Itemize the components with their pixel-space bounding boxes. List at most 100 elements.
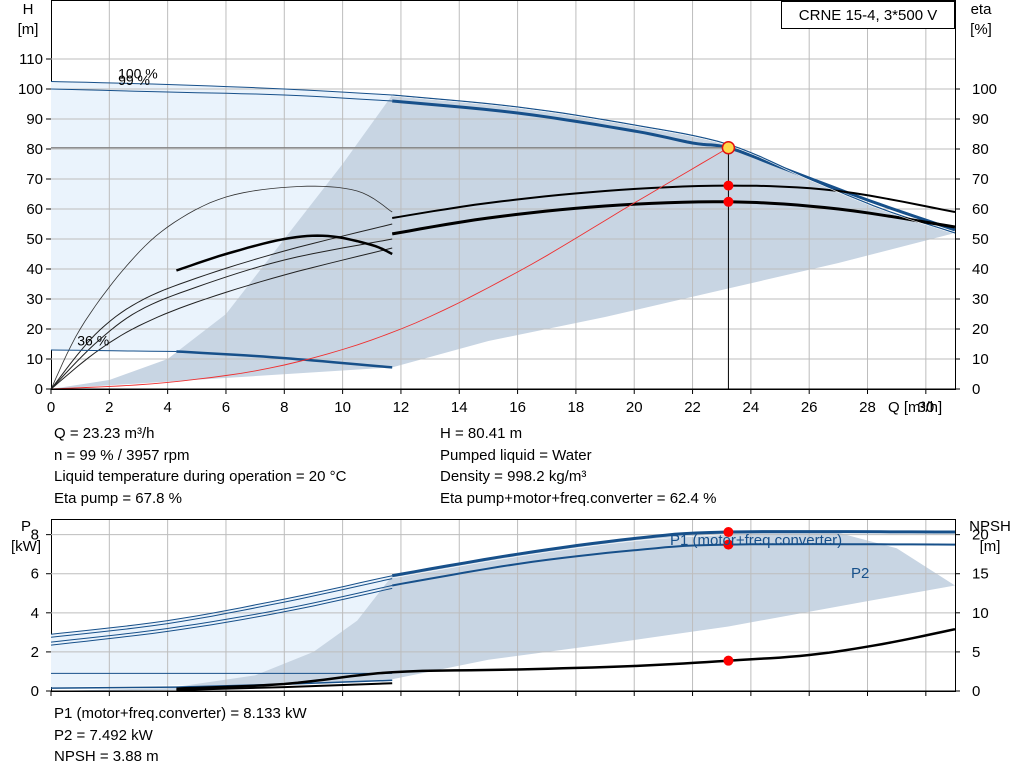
p1-left-curve-2 <box>50 578 393 638</box>
p1-left-curve <box>50 575 393 635</box>
info-p2: P2 = 7.492 kW <box>54 726 153 744</box>
upper-left-axis-unit: [m] <box>18 21 39 38</box>
label-36-percent: 36 % <box>77 333 109 349</box>
eta-total-point <box>723 196 734 207</box>
lower-right-axis-unit: [m] <box>980 538 1001 555</box>
eta-pump-point <box>723 180 734 191</box>
upper-left-tick-label: 50 <box>26 231 43 248</box>
upper-left-tick-label: 20 <box>26 321 43 338</box>
x-tick-label: 16 <box>509 399 526 416</box>
x-tick-label: 24 <box>743 399 760 416</box>
info-q: Q = 23.23 m³/h <box>54 425 155 442</box>
label-99-percent: 99 % <box>118 72 150 88</box>
npsh-low-speed-curve <box>176 682 393 691</box>
x-tick-label: 14 <box>451 399 468 416</box>
info-p1: P1 (motor+freq.converter) = 8.133 kW <box>54 705 307 722</box>
upper-right-tick-label: 80 <box>972 141 989 158</box>
upper-right-tick-label: 40 <box>972 261 989 278</box>
x-tick-label: 4 <box>163 399 171 416</box>
eta-pump-curve <box>392 184 956 219</box>
upper-left-axis-label: H <box>23 1 34 18</box>
upper-left-tick-label: 100 <box>18 81 43 98</box>
p2-series-label: P2 <box>851 565 869 582</box>
npsh-point <box>723 655 734 666</box>
lower-right-tick-label: 0 <box>972 683 980 700</box>
p2-left-curve <box>50 585 393 643</box>
power-operating-area <box>51 532 955 691</box>
lower-left-tick-label: 0 <box>31 683 39 700</box>
upper-right-axis-label: eta <box>971 1 993 18</box>
operating-point <box>721 141 736 155</box>
info-n: n = 99 % / 3957 rpm <box>54 446 190 464</box>
head-curve-36 <box>176 350 393 369</box>
upper-right-tick-label: 0 <box>972 381 980 398</box>
lower-left-axis-unit: [kW] <box>11 538 41 555</box>
upper-left-tick-label: 30 <box>26 291 43 308</box>
head-curve-99 <box>392 99 956 232</box>
lower-left-axis-label: P <box>21 518 31 535</box>
p2-curve <box>392 543 956 587</box>
head-99-left-curve <box>50 88 393 102</box>
x-tick-label: 8 <box>280 399 288 416</box>
eta-total-curve <box>391 200 956 236</box>
label-100-percent: 100 % <box>118 66 158 82</box>
system-curve <box>50 147 729 390</box>
lower-left-tick-label: 2 <box>31 644 39 661</box>
x-tick-label: 22 <box>684 399 701 416</box>
info-density: Density = 998.2 kg/m³ <box>440 468 587 485</box>
upper-left-tick-label: 0 <box>35 381 43 398</box>
upper-right-tick-label: 100 <box>972 81 997 98</box>
upper-right-tick-label: 30 <box>972 291 989 308</box>
x-tick-label: 30 <box>917 399 934 416</box>
upper-left-tick-label: 90 <box>26 111 43 128</box>
upper-right-tick-label: 20 <box>972 321 989 338</box>
lower-right-tick-label: 5 <box>972 644 980 661</box>
p1-curve-inner <box>392 534 729 579</box>
title-box <box>781 1 955 29</box>
reduced-speed-curve <box>50 185 393 390</box>
upper-left-tick-label: 40 <box>26 261 43 278</box>
x-axis-label: Q [m³/h] <box>888 399 942 416</box>
x-tick-label: 6 <box>222 399 230 416</box>
x-tick-label: 18 <box>568 399 585 416</box>
x-tick-label: 0 <box>47 399 55 416</box>
upper-right-tick-label: 50 <box>972 231 989 248</box>
lower-right-tick-label: 20 <box>972 527 989 544</box>
upper-right-tick-label: 60 <box>972 201 989 218</box>
operating-range-area <box>51 95 955 389</box>
info-temp: Liquid temperature during operation = 20… <box>54 468 347 485</box>
eta-reduced-speed-curve <box>175 234 393 272</box>
head-100-left-curve <box>50 81 393 96</box>
npsh-curve <box>176 627 956 690</box>
lower-right-tick-label: 10 <box>972 605 989 622</box>
p2-point <box>723 539 734 550</box>
p1-point <box>723 527 734 538</box>
upper-right-tick-label: 90 <box>972 111 989 128</box>
upper-right-axis-unit: [%] <box>970 21 992 38</box>
upper-left-tick-label: 70 <box>26 171 43 188</box>
info-npsh: NPSH = 3.88 m <box>54 748 159 765</box>
upper-left-tick-label: 110 <box>19 51 43 68</box>
upper-right-tick-label: 70 <box>972 171 989 188</box>
x-tick-label: 12 <box>393 399 410 416</box>
reduced-speed-curve <box>50 247 393 390</box>
head-36-left-curve <box>50 349 177 352</box>
info-eta-total: Eta pump+motor+freq.converter = 62.4 % <box>440 489 717 507</box>
chart-title: CRNE 15-4, 3*500 V <box>799 7 937 24</box>
p1-series-label: P1 (motor+freq.converter) <box>670 532 842 549</box>
info-h: H = 80.41 m <box>440 425 523 442</box>
lower-right-tick-label: 15 <box>972 566 989 583</box>
lower-left-tick-label: 6 <box>31 566 39 583</box>
upper-left-tick-label: 80 <box>26 141 43 158</box>
info-left: Q = 23.23 m³/h n = 99 % / 3957 rpm Liqui… <box>54 423 346 509</box>
upper-left-tick-label: 10 <box>26 351 43 368</box>
reduced-speed-curve <box>50 223 393 390</box>
upper-left-tick-label: 60 <box>26 201 43 218</box>
lower-right-axis-label: NPSH <box>969 518 1011 535</box>
lower-left-tick-label: 8 <box>31 527 39 544</box>
x-tick-label: 26 <box>801 399 818 416</box>
info-liquid: Pumped liquid = Water <box>440 446 592 464</box>
info-eta-pump: Eta pump = 67.8 % <box>54 489 182 507</box>
p1-curve <box>391 530 955 578</box>
